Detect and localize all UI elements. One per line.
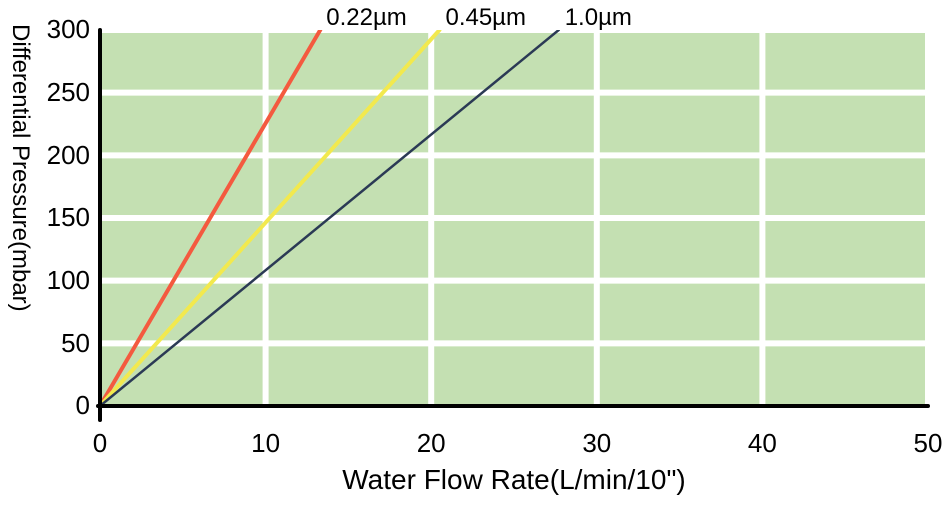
y-tick-150: 150 — [47, 202, 90, 233]
x-tick-20: 20 — [417, 428, 446, 459]
y-tick-0: 0 — [76, 390, 90, 421]
x-tick-10: 10 — [251, 428, 280, 459]
x-tick-50: 50 — [914, 428, 943, 459]
series-label-0: 0.22µm — [326, 4, 407, 32]
series-label-1: 0.45µm — [445, 4, 526, 32]
x-tick-40: 40 — [748, 428, 777, 459]
series-label-2: 1.0µm — [565, 4, 632, 32]
y-tick-100: 100 — [47, 265, 90, 296]
chart-svg — [0, 0, 948, 524]
y-tick-300: 300 — [47, 14, 90, 45]
x-tick-30: 30 — [582, 428, 611, 459]
y-tick-200: 200 — [47, 140, 90, 171]
y-tick-250: 250 — [47, 77, 90, 108]
x-tick-0: 0 — [93, 428, 107, 459]
y-axis-label: Differential Pressure(mbar) — [6, 24, 34, 312]
chart-stage: Differential Pressure(mbar) Water Flow R… — [0, 0, 948, 524]
y-tick-50: 50 — [61, 328, 90, 359]
x-axis-label: Water Flow Rate(L/min/10") — [342, 464, 685, 496]
